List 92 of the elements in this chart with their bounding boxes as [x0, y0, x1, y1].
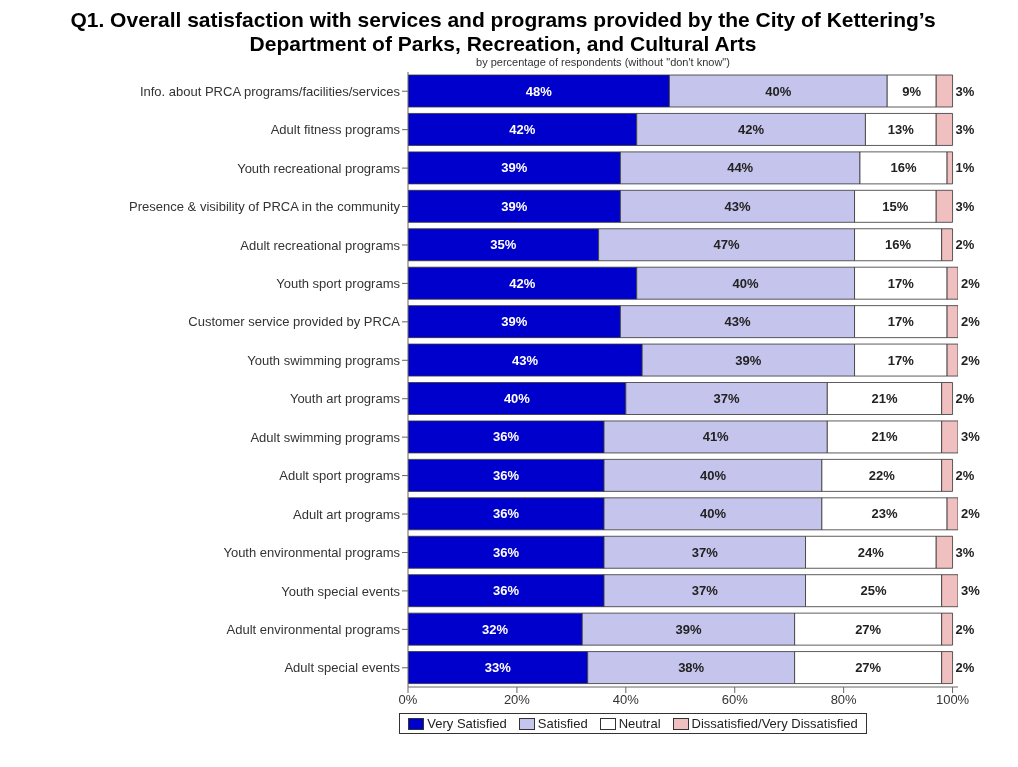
data-label: 39%: [501, 198, 528, 214]
data-label: 1%: [955, 160, 975, 176]
data-label: 43%: [724, 198, 751, 214]
data-label: 23%: [871, 506, 898, 522]
data-label: 16%: [885, 237, 912, 253]
data-label: 36%: [493, 506, 520, 522]
data-label: 21%: [871, 429, 898, 445]
data-label: 39%: [501, 160, 528, 176]
x-tick-label: 100%: [935, 692, 970, 708]
y-tick-label: Adult recreational programs: [240, 237, 401, 253]
legend-label: Satisfied: [537, 716, 588, 731]
y-tick-label: Youth recreational programs: [237, 160, 401, 176]
data-label: 41%: [702, 429, 730, 445]
y-tick-label: Youth sport programs: [276, 276, 401, 292]
data-label: 47%: [713, 237, 741, 253]
chart-subtitle: by percentage of respondents (without "don't know"): [475, 56, 731, 68]
data-label: 40%: [503, 391, 531, 407]
data-label: 3%: [955, 544, 975, 560]
data-label: 39%: [735, 352, 762, 368]
data-label: 9%: [902, 83, 922, 99]
data-label: 2%: [955, 467, 975, 483]
chart-title: Q1. Overall satisfaction with services and programs provided by the City of Kettering’s Department of Parks, Recreation, and Cultural Arts: [69, 8, 937, 56]
data-label: 3%: [961, 429, 981, 445]
data-label: 39%: [675, 621, 702, 637]
y-tick-label: Adult sport programs: [279, 468, 401, 484]
data-label: 3%: [955, 121, 975, 137]
data-label: 3%: [955, 83, 975, 99]
data-label: 36%: [493, 583, 520, 599]
y-tick-label: Adult swimming programs: [250, 429, 401, 445]
data-label: 37%: [691, 583, 719, 599]
y-tick-label: Youth swimming programs: [247, 352, 401, 368]
data-label: 17%: [887, 314, 915, 330]
y-tick-label: Youth environmental programs: [223, 545, 401, 561]
y-tick-label: Info. about PRCA programs/facilities/services: [139, 83, 401, 99]
data-label: 42%: [738, 121, 765, 137]
data-label: 17%: [887, 352, 915, 368]
data-label: 40%: [699, 506, 727, 522]
legend-label: Neutral: [618, 716, 661, 731]
legend-label: Dissatisfied/Very Dissatisfied: [691, 716, 858, 731]
data-label: 40%: [732, 275, 760, 291]
y-tick-label: Youth art programs: [289, 391, 401, 407]
data-label: 44%: [727, 160, 754, 176]
data-label: 21%: [871, 391, 898, 407]
data-label: 42%: [509, 275, 536, 291]
x-tick-label: 40%: [612, 692, 640, 708]
legend-label: Very Satisfied: [427, 716, 507, 731]
data-label: 43%: [512, 352, 539, 368]
data-label: 48%: [525, 83, 553, 99]
data-label: 2%: [955, 391, 975, 407]
data-label: 27%: [855, 660, 882, 676]
data-label: 3%: [961, 583, 981, 599]
data-label: 42%: [509, 121, 536, 137]
data-label: 2%: [955, 660, 975, 676]
data-label: 36%: [493, 429, 520, 445]
data-label: 24%: [857, 544, 885, 560]
data-label: 13%: [887, 121, 915, 137]
data-label: 2%: [961, 352, 981, 368]
data-label: 40%: [699, 467, 727, 483]
x-tick-label: 20%: [503, 692, 531, 708]
data-label: 22%: [868, 467, 896, 483]
data-label: 38%: [678, 660, 705, 676]
y-tick-label: Youth special events: [281, 583, 401, 599]
data-label: 25%: [860, 583, 888, 599]
data-label: 37%: [713, 391, 741, 407]
data-label: 2%: [961, 275, 981, 291]
y-tick-label: Presence & visibility of PRCA in the community: [129, 199, 401, 215]
x-tick-label: 60%: [721, 692, 749, 708]
x-tick-label: 0%: [398, 692, 418, 708]
data-label: 36%: [493, 467, 520, 483]
data-label: 27%: [855, 621, 882, 637]
y-tick-label: Adult environmental programs: [226, 621, 401, 637]
data-label: 3%: [955, 198, 975, 214]
data-label: 43%: [724, 314, 751, 330]
data-label: 15%: [882, 198, 909, 214]
x-tick-label: 80%: [830, 692, 858, 708]
y-tick-label: Adult fitness programs: [270, 122, 401, 138]
data-label: 33%: [484, 660, 512, 676]
y-tick-label: Adult special events: [284, 660, 401, 676]
data-label: 37%: [691, 544, 719, 560]
data-label: 2%: [961, 506, 981, 522]
data-label: 2%: [961, 314, 981, 330]
data-label: 2%: [955, 237, 975, 253]
data-label: 40%: [765, 83, 792, 99]
data-label: 35%: [490, 237, 517, 253]
data-label: 32%: [482, 621, 509, 637]
data-label: 16%: [890, 160, 917, 176]
y-tick-label: Adult art programs: [293, 506, 401, 522]
data-label: 17%: [887, 275, 915, 291]
y-tick-label: Customer service provided by PRCA: [188, 314, 401, 330]
data-label: 2%: [955, 621, 975, 637]
data-label: 36%: [493, 544, 520, 560]
data-label: 39%: [501, 314, 528, 330]
